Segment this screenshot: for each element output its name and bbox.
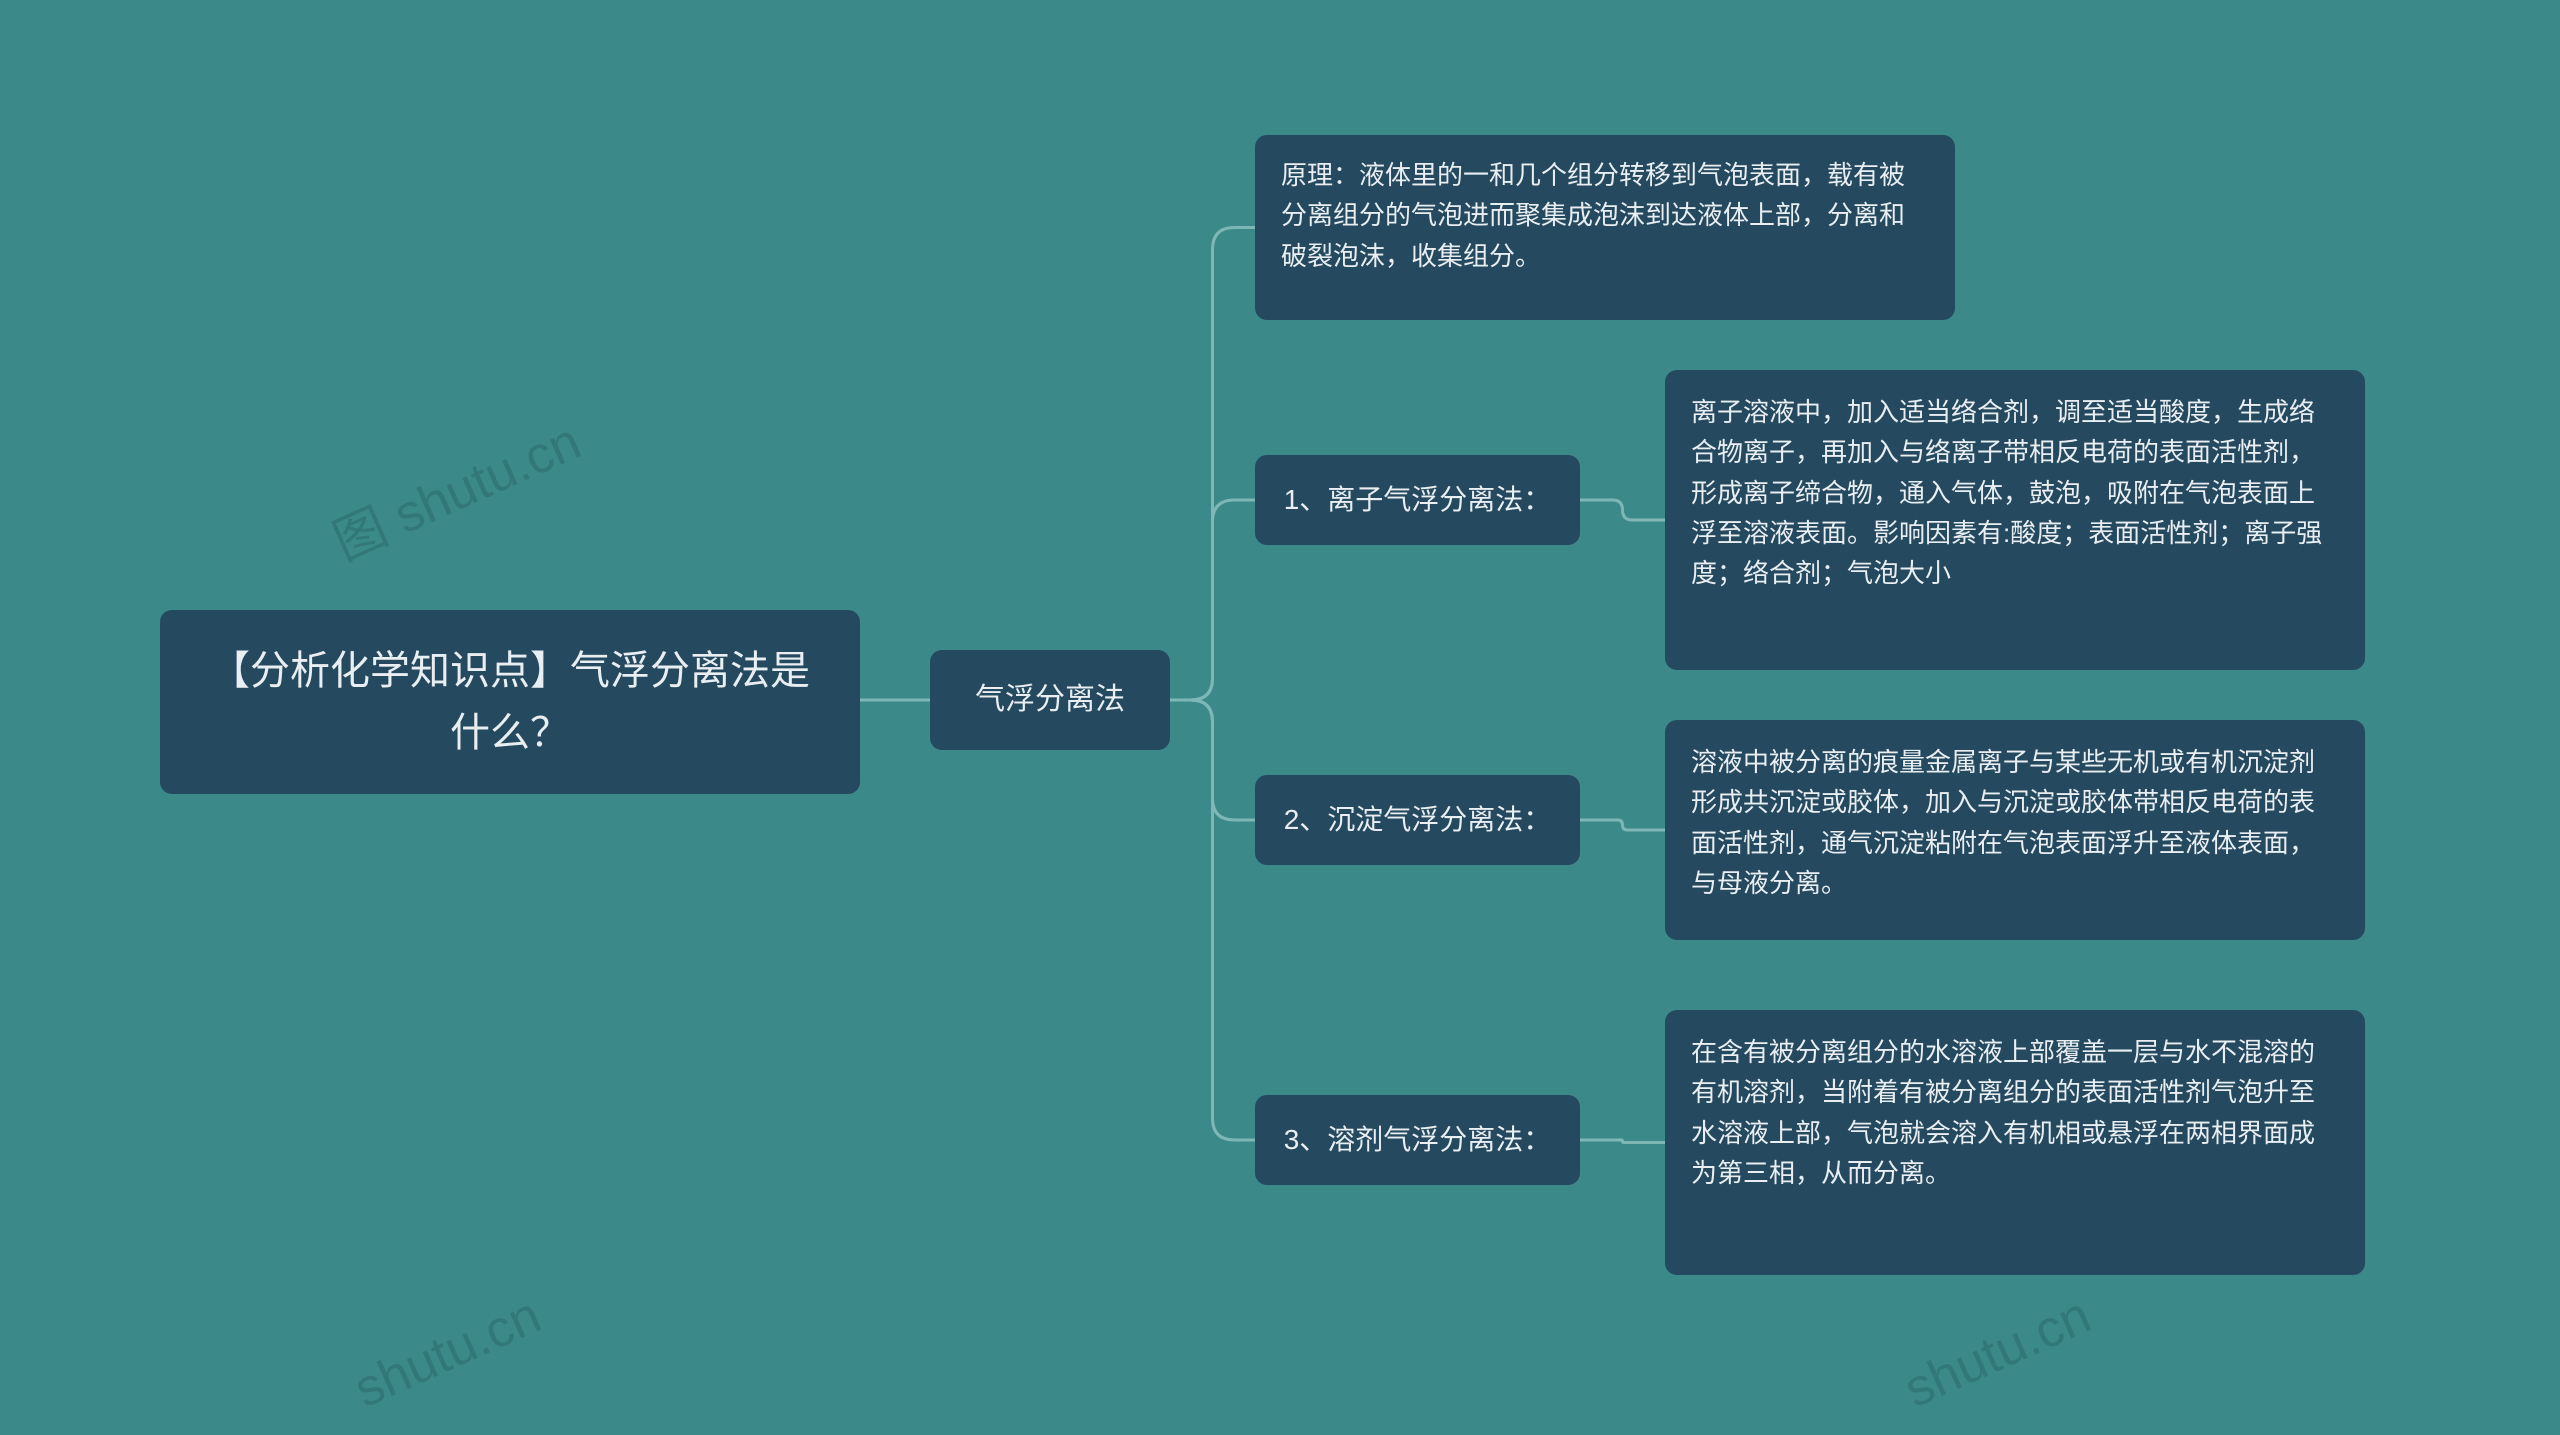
- level1-node: 气浮分离法: [930, 650, 1170, 750]
- sub-node-1-label: 1、离子气浮分离法：: [1284, 478, 1552, 521]
- principle-text: 原理：液体里的一和几个组分转移到气泡表面，载有被分离组分的气泡进而聚集成泡沫到达…: [1281, 155, 1929, 276]
- sub-node-3: 3、溶剂气浮分离法：: [1255, 1095, 1580, 1185]
- leaf-node-2: 溶液中被分离的痕量金属离子与某些无机或有机沉淀剂形成共沉淀或胶体，加入与沉淀或胶…: [1665, 720, 2365, 940]
- leaf-node-3: 在含有被分离组分的水溶液上部覆盖一层与水不混溶的有机溶剂，当附着有被分离组分的表…: [1665, 1010, 2365, 1275]
- leaf-node-1: 离子溶液中，加入适当络合剂，调至适当酸度，生成络合物离子，再加入与络离子带相反电…: [1665, 370, 2365, 670]
- principle-node: 原理：液体里的一和几个组分转移到气泡表面，载有被分离组分的气泡进而聚集成泡沫到达…: [1255, 135, 1955, 320]
- sub-node-2: 2、沉淀气浮分离法：: [1255, 775, 1580, 865]
- leaf-node-3-text: 在含有被分离组分的水溶液上部覆盖一层与水不混溶的有机溶剂，当附着有被分离组分的表…: [1691, 1032, 2339, 1193]
- sub-node-1: 1、离子气浮分离法：: [1255, 455, 1580, 545]
- watermark: shutu.cn: [346, 1285, 550, 1420]
- watermark: 图 shutu.cn: [319, 399, 590, 575]
- leaf-node-2-text: 溶液中被分离的痕量金属离子与某些无机或有机沉淀剂形成共沉淀或胶体，加入与沉淀或胶…: [1691, 742, 2339, 903]
- watermark: shutu.cn: [1896, 1285, 2100, 1420]
- sub-node-2-label: 2、沉淀气浮分离法：: [1284, 798, 1552, 841]
- root-node-text: 【分析化学知识点】气浮分离法是什么？: [200, 640, 820, 764]
- leaf-node-1-text: 离子溶液中，加入适当络合剂，调至适当酸度，生成络合物离子，再加入与络离子带相反电…: [1691, 392, 2339, 593]
- mindmap-canvas: 图 shutu.cn shutu.cn shutu.cn 树 【分析化学知识点】…: [0, 0, 2560, 1435]
- root-node: 【分析化学知识点】气浮分离法是什么？: [160, 610, 860, 794]
- level1-node-text: 气浮分离法: [975, 677, 1125, 724]
- sub-node-3-label: 3、溶剂气浮分离法：: [1284, 1118, 1552, 1161]
